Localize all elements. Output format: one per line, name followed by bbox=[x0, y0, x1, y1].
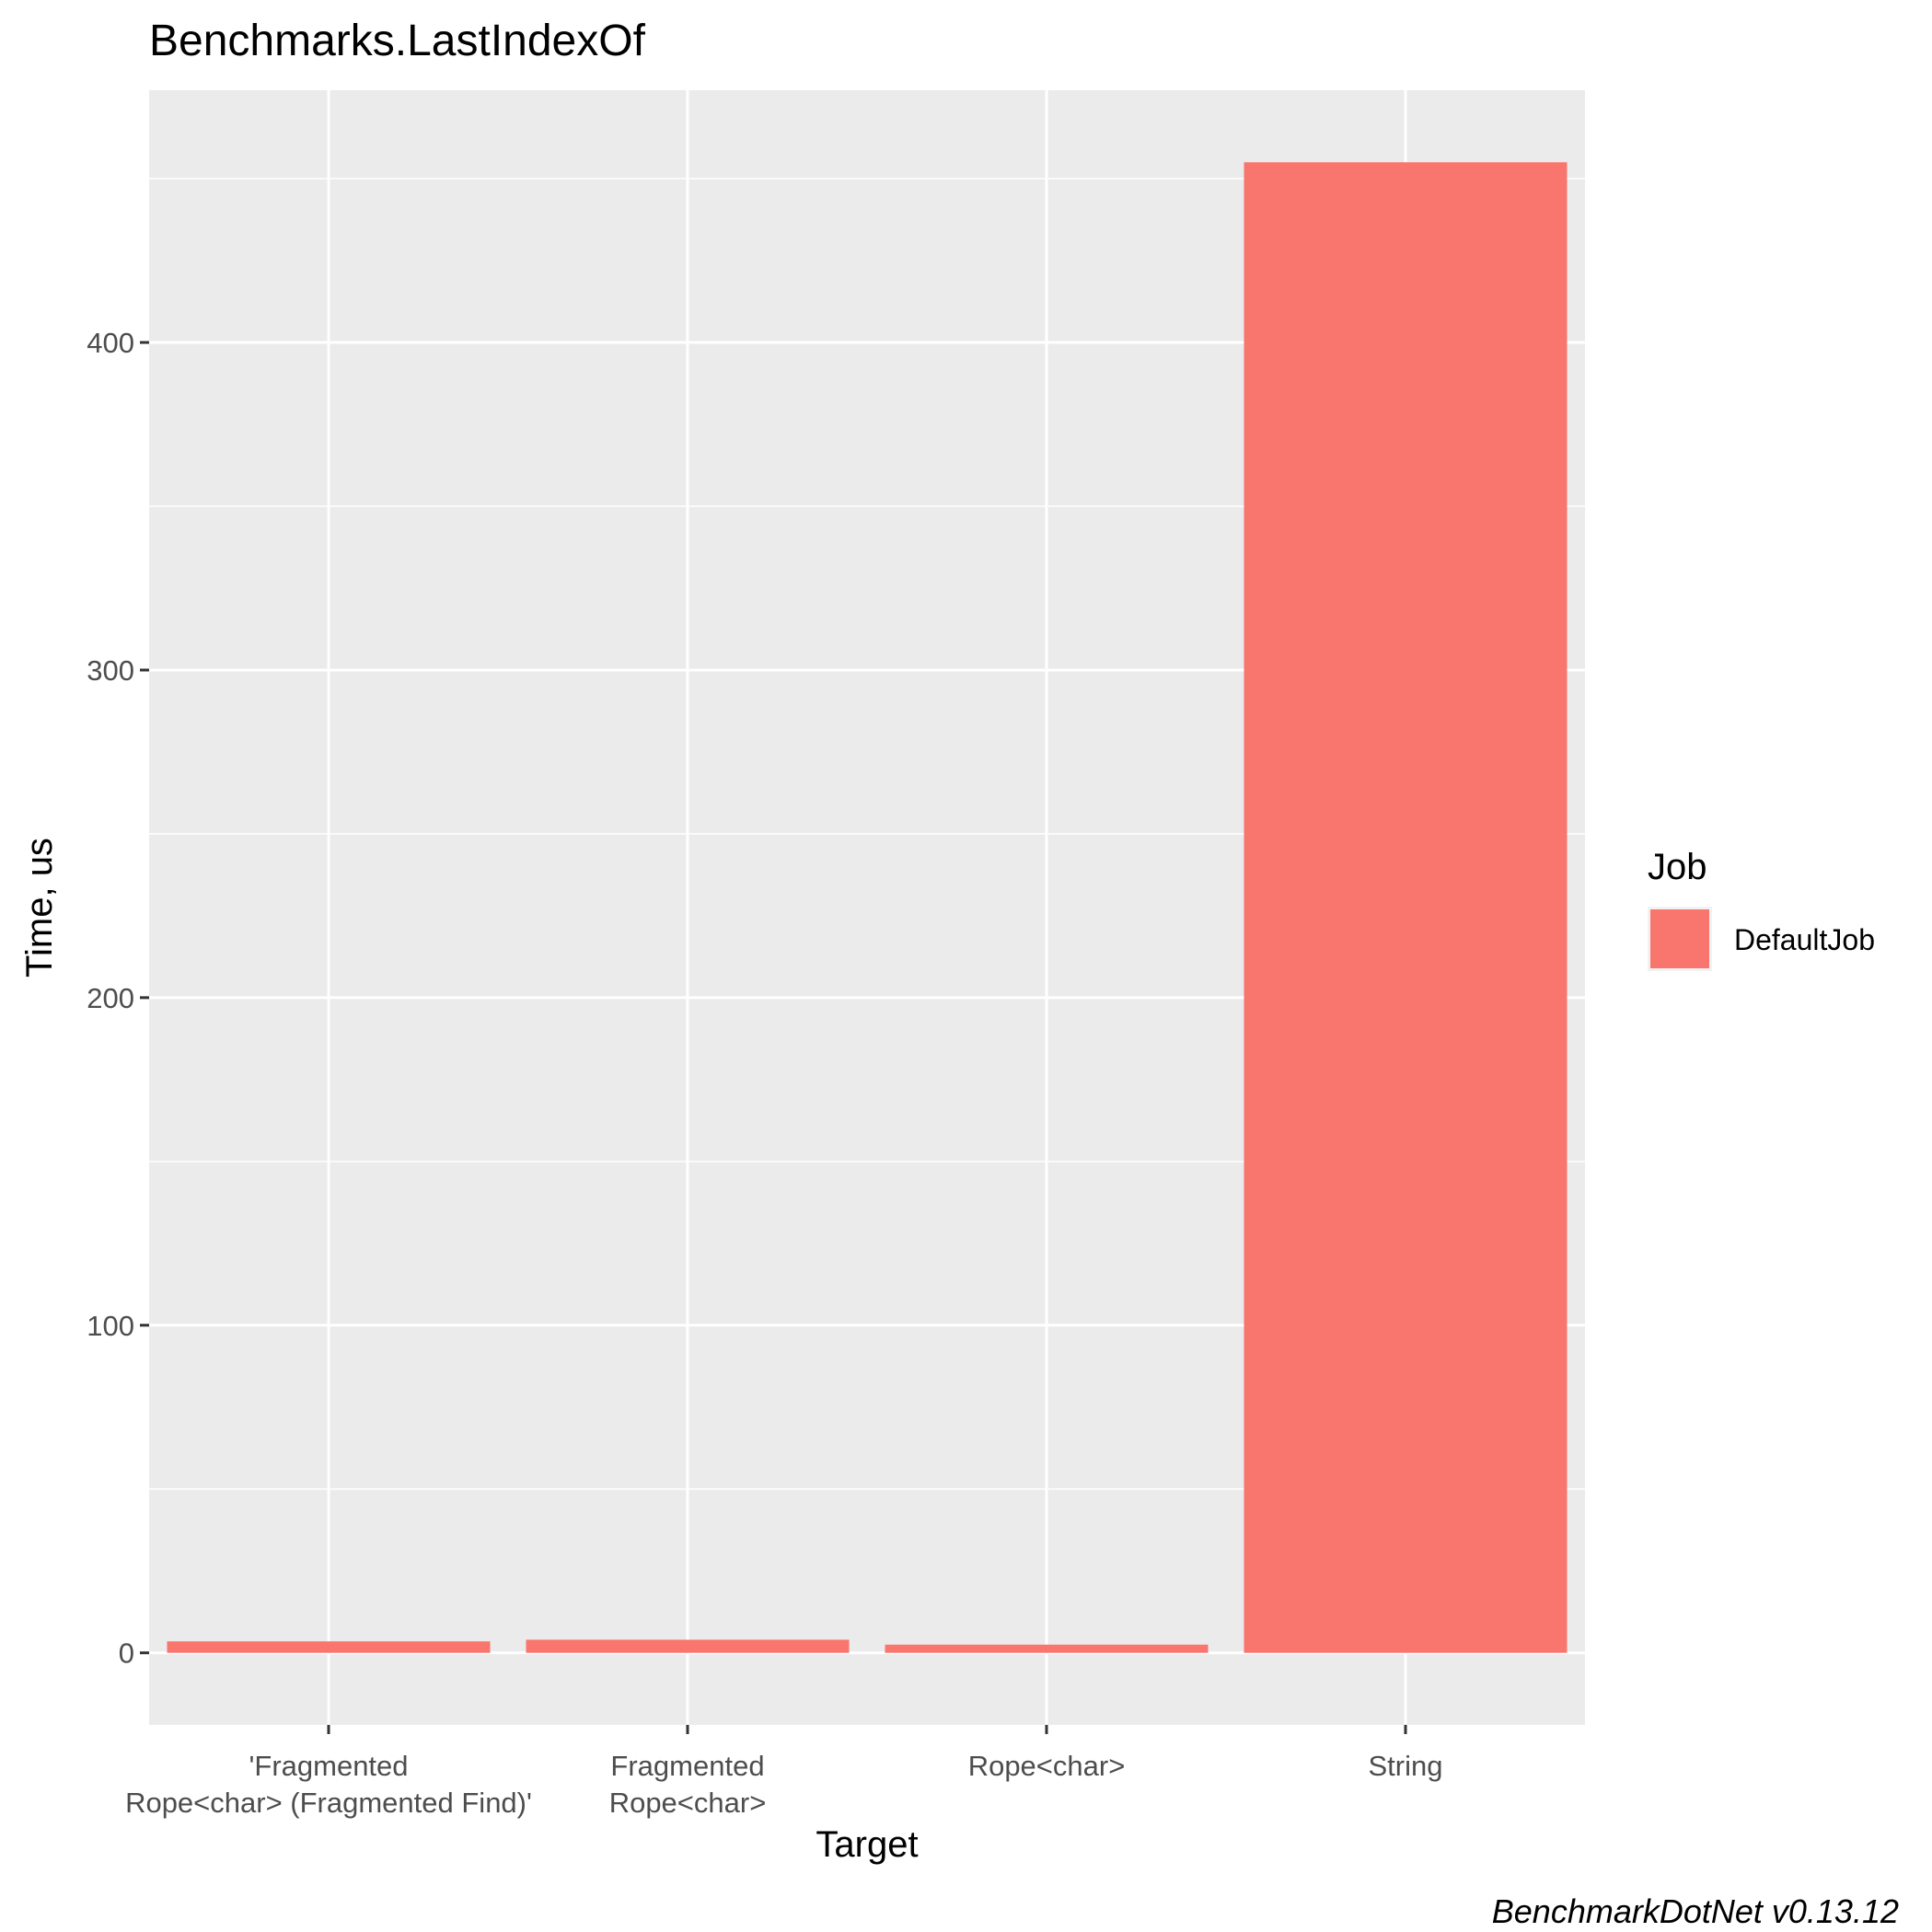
y-tick-label: 400 bbox=[87, 327, 134, 359]
x-tick-label-line: Rope<char> (Fragmented Find)' bbox=[125, 1787, 532, 1819]
legend-swatch-defaultjob bbox=[1650, 909, 1709, 968]
chart-title: Benchmarks.LastIndexOf bbox=[149, 17, 646, 65]
bar bbox=[1244, 162, 1568, 1653]
x-tick-label: Fragmented Rope<char> bbox=[609, 1750, 767, 1819]
x-tick-label-line: Rope<char> bbox=[968, 1750, 1126, 1782]
bar bbox=[167, 1641, 491, 1653]
bar bbox=[526, 1639, 850, 1653]
x-tick-label: Rope<char> bbox=[968, 1750, 1126, 1782]
legend: Job DefaultJob bbox=[1648, 847, 1875, 971]
x-tick-label-line: Fragmented bbox=[610, 1750, 764, 1782]
legend-label-defaultjob: DefaultJob bbox=[1734, 923, 1875, 956]
x-axis: 'Fragmented Rope<char> (Fragmented Find)'… bbox=[125, 1725, 1442, 1819]
legend-title: Job bbox=[1648, 847, 1707, 887]
bar bbox=[885, 1644, 1209, 1653]
y-tick-label: 200 bbox=[87, 982, 134, 1014]
y-tick-label: 300 bbox=[87, 654, 134, 687]
y-axis: 0 100 200 300 400 bbox=[87, 327, 149, 1670]
y-tick-label: 100 bbox=[87, 1310, 134, 1342]
x-tick-label: 'Fragmented Rope<char> (Fragmented Find)' bbox=[125, 1750, 532, 1819]
x-axis-title: Target bbox=[816, 1824, 918, 1865]
caption: BenchmarkDotNet v0.13.12 bbox=[1492, 1892, 1899, 1930]
x-tick-label-line: Rope<char> bbox=[609, 1787, 767, 1819]
x-tick-label: String bbox=[1369, 1750, 1443, 1782]
bars bbox=[167, 162, 1568, 1653]
y-axis-title: Time, us bbox=[19, 838, 60, 978]
y-tick-label: 0 bbox=[119, 1637, 134, 1670]
x-tick-label-line: 'Fragmented bbox=[249, 1750, 408, 1782]
x-tick-label-line: String bbox=[1369, 1750, 1443, 1782]
